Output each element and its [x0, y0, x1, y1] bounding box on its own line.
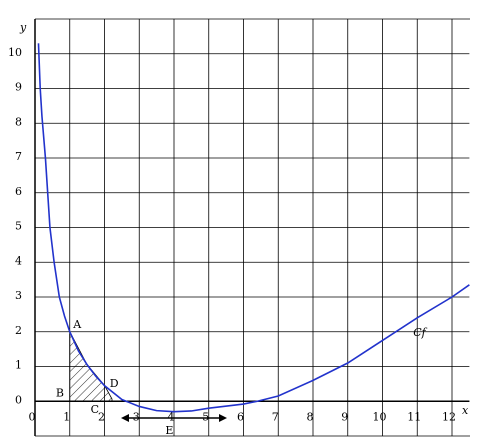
arrow-head [219, 414, 227, 422]
x-tick-label: 4 [168, 410, 175, 423]
y-tick-label: 7 [15, 150, 22, 163]
x-tick-label: 7 [272, 410, 279, 423]
x-tick-label: 8 [307, 410, 314, 423]
y-axis-label: y [19, 21, 27, 34]
x-tick-label: 11 [407, 410, 421, 423]
arrow-head [121, 414, 129, 422]
point-label: E [165, 424, 173, 437]
y-tick-label: 2 [15, 324, 22, 337]
x-tick-label: 0 [29, 410, 36, 423]
point-label: C [91, 403, 99, 416]
y-tick-label: 1 [15, 359, 22, 372]
y-tick-label: 6 [15, 185, 22, 198]
x-tick-label: 3 [133, 410, 140, 423]
y-tick-label: 0 [15, 393, 22, 406]
curve-label: Cf [413, 326, 427, 339]
x-tick-label: 2 [98, 410, 105, 423]
y-tick-label: 4 [15, 254, 22, 267]
y-tick-label: 8 [15, 115, 22, 128]
x-tick-label: 10 [373, 410, 387, 423]
x-tick-label: 5 [202, 410, 209, 423]
point-label: D [110, 377, 119, 390]
x-tick-label: 12 [442, 410, 456, 423]
y-tick-label: 3 [15, 289, 22, 302]
point-label: B [56, 387, 64, 400]
curve [37, 43, 470, 413]
point-label: A [72, 318, 82, 331]
x-tick-label: 6 [237, 410, 244, 423]
x-tick-label: 9 [341, 410, 348, 423]
x-tick-label: 1 [63, 410, 70, 423]
y-tick-label: 10 [8, 46, 22, 59]
x-axis-label: x [462, 404, 469, 417]
y-tick-label: 5 [15, 220, 22, 233]
y-tick-label: 9 [15, 81, 22, 94]
